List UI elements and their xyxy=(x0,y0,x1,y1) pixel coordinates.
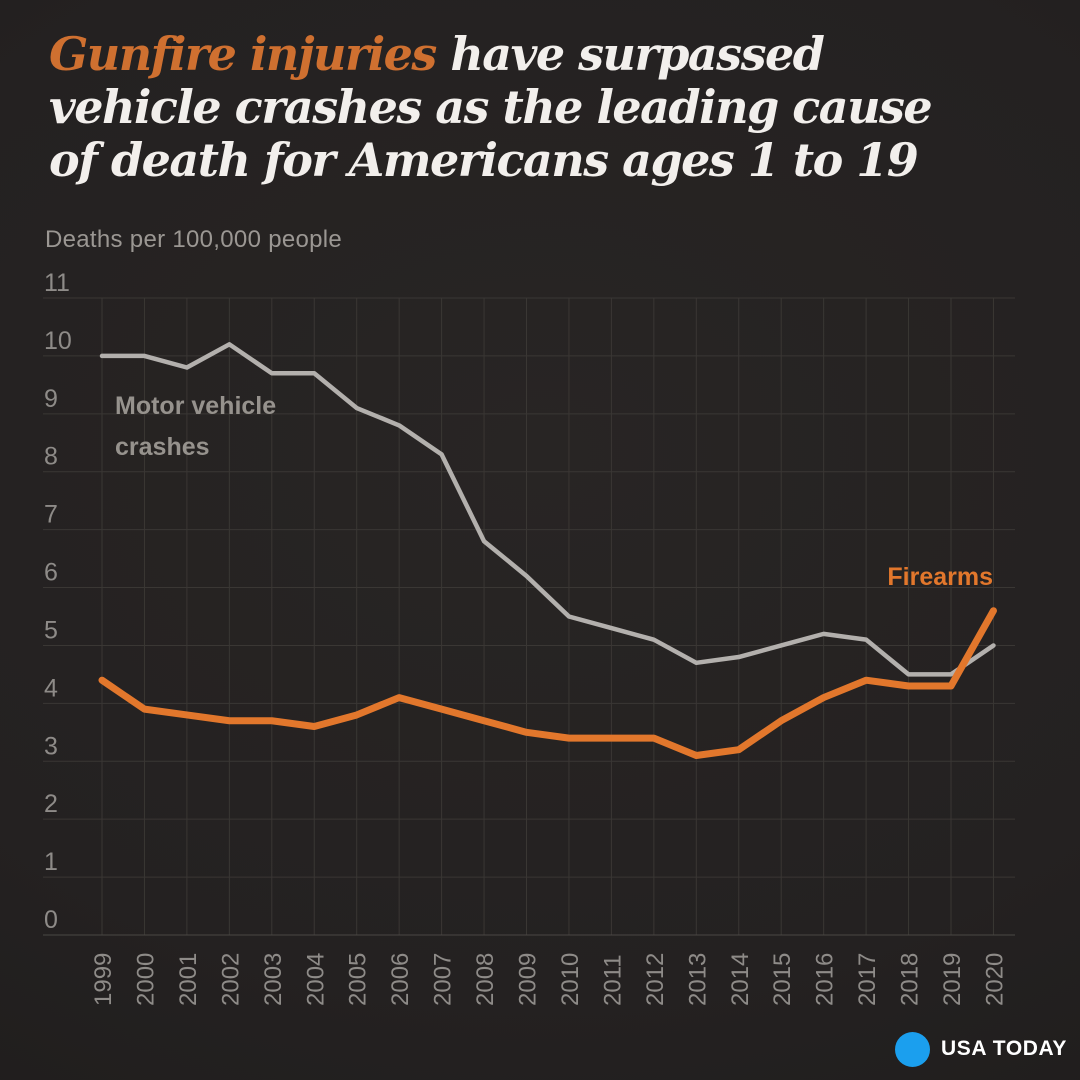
headline-line-2: vehicle crashes as the leading cause xyxy=(49,80,933,134)
x-tick-label: 2020 xyxy=(981,953,1008,1006)
headline-line-1: Gunfire injuries have surpassed xyxy=(49,28,989,81)
series-label-motor-vehicle-line-2: crashes xyxy=(115,433,210,461)
y-tick-label: 7 xyxy=(44,501,58,529)
headline-line-1-rest: have surpassed xyxy=(435,27,825,81)
x-tick-label: 2000 xyxy=(132,953,159,1006)
y-tick-label: 1 xyxy=(44,848,58,876)
x-tick-label: 2019 xyxy=(939,953,966,1006)
x-tick-label: 2014 xyxy=(727,953,754,1006)
x-tick-label: 2012 xyxy=(642,953,669,1006)
y-tick-label: 3 xyxy=(44,732,58,760)
x-tick-label: 2011 xyxy=(599,954,626,1006)
series-label-motor-vehicle: Motor vehicle crashes xyxy=(115,386,276,468)
y-tick-label: 0 xyxy=(44,906,58,934)
x-tick-label: 2006 xyxy=(387,953,414,1006)
y-tick-label: 2 xyxy=(44,790,58,818)
x-tick-label: 2005 xyxy=(345,953,372,1006)
motor-vehicle-line xyxy=(99,342,996,677)
x-tick-label: 2016 xyxy=(812,953,839,1006)
x-tick-label: 2004 xyxy=(302,953,329,1006)
y-tick-label: 9 xyxy=(44,385,58,413)
headline: Gunfire injuries have surpassed vehicle … xyxy=(49,28,989,187)
x-tick-label: 2009 xyxy=(515,953,542,1006)
x-tick-label: 2010 xyxy=(557,953,584,1006)
y-tick-label: 4 xyxy=(44,674,58,702)
x-tick-label: 2017 xyxy=(854,953,881,1006)
x-tick-label: 2003 xyxy=(260,953,287,1006)
y-tick-label: 10 xyxy=(44,327,72,355)
headline-highlight: Gunfire injuries xyxy=(49,27,437,81)
x-tick-label: 2018 xyxy=(897,953,924,1006)
x-tick-label: 2007 xyxy=(430,953,457,1006)
y-tick-label: 8 xyxy=(44,443,58,471)
series-label-firearms: Firearms xyxy=(887,563,993,591)
x-tick-label: 2002 xyxy=(217,953,244,1006)
headline-line-3: of death for Americans ages 1 to 19 xyxy=(49,133,919,187)
x-tick-label: 1999 xyxy=(90,953,117,1006)
y-tick-label: 5 xyxy=(44,616,58,644)
usatoday-ball-icon xyxy=(895,1031,930,1067)
firearms-line xyxy=(98,607,997,759)
y-tick-label: 6 xyxy=(44,559,58,587)
y-tick-label: 11 xyxy=(44,269,70,297)
series-label-motor-vehicle-line-1: Motor vehicle xyxy=(115,392,277,420)
y-axis-title: Deaths per 100,000 people xyxy=(45,226,343,253)
x-tick-label: 2001 xyxy=(175,953,202,1006)
usatoday-logo: USA TODAY xyxy=(895,1031,1067,1067)
usatoday-wordmark: USA TODAY xyxy=(941,1037,1067,1060)
x-tick-label: 2008 xyxy=(472,953,499,1006)
x-tick-label: 2015 xyxy=(769,953,796,1006)
x-tick-label: 2013 xyxy=(684,953,711,1006)
